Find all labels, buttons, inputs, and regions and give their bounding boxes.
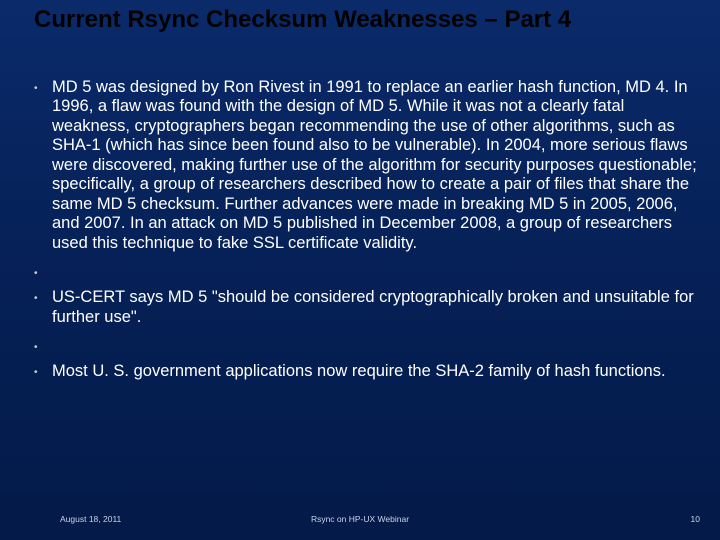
bullet-icon: •	[34, 79, 40, 99]
footer-title: Rsync on HP-UX Webinar	[0, 514, 720, 524]
bullet-text: MD 5 was designed by Ron Rivest in 1991 …	[52, 78, 700, 253]
bullet-icon: •	[34, 289, 40, 309]
bullet-text: US-CERT says MD 5 "should be considered …	[52, 288, 700, 327]
slide-title: Current Rsync Checksum Weaknesses – Part…	[34, 6, 700, 34]
bullet-item: •	[34, 337, 700, 358]
bullet-icon: •	[34, 363, 40, 383]
bullet-item: • Most U. S. government applications now…	[34, 362, 700, 383]
slide: Current Rsync Checksum Weaknesses – Part…	[0, 0, 720, 540]
bullet-icon: •	[34, 264, 40, 284]
bullet-item: •	[34, 263, 700, 284]
bullet-icon: •	[34, 338, 40, 358]
bullet-item: • US-CERT says MD 5 "should be considere…	[34, 288, 700, 327]
slide-footer: August 18, 2011 Rsync on HP-UX Webinar 1…	[0, 514, 720, 530]
bullet-item: • MD 5 was designed by Ron Rivest in 199…	[34, 78, 700, 253]
bullet-text: Most U. S. government applications now r…	[52, 362, 666, 381]
slide-body: • MD 5 was designed by Ron Rivest in 199…	[34, 78, 700, 500]
footer-page-number: 10	[691, 514, 700, 524]
